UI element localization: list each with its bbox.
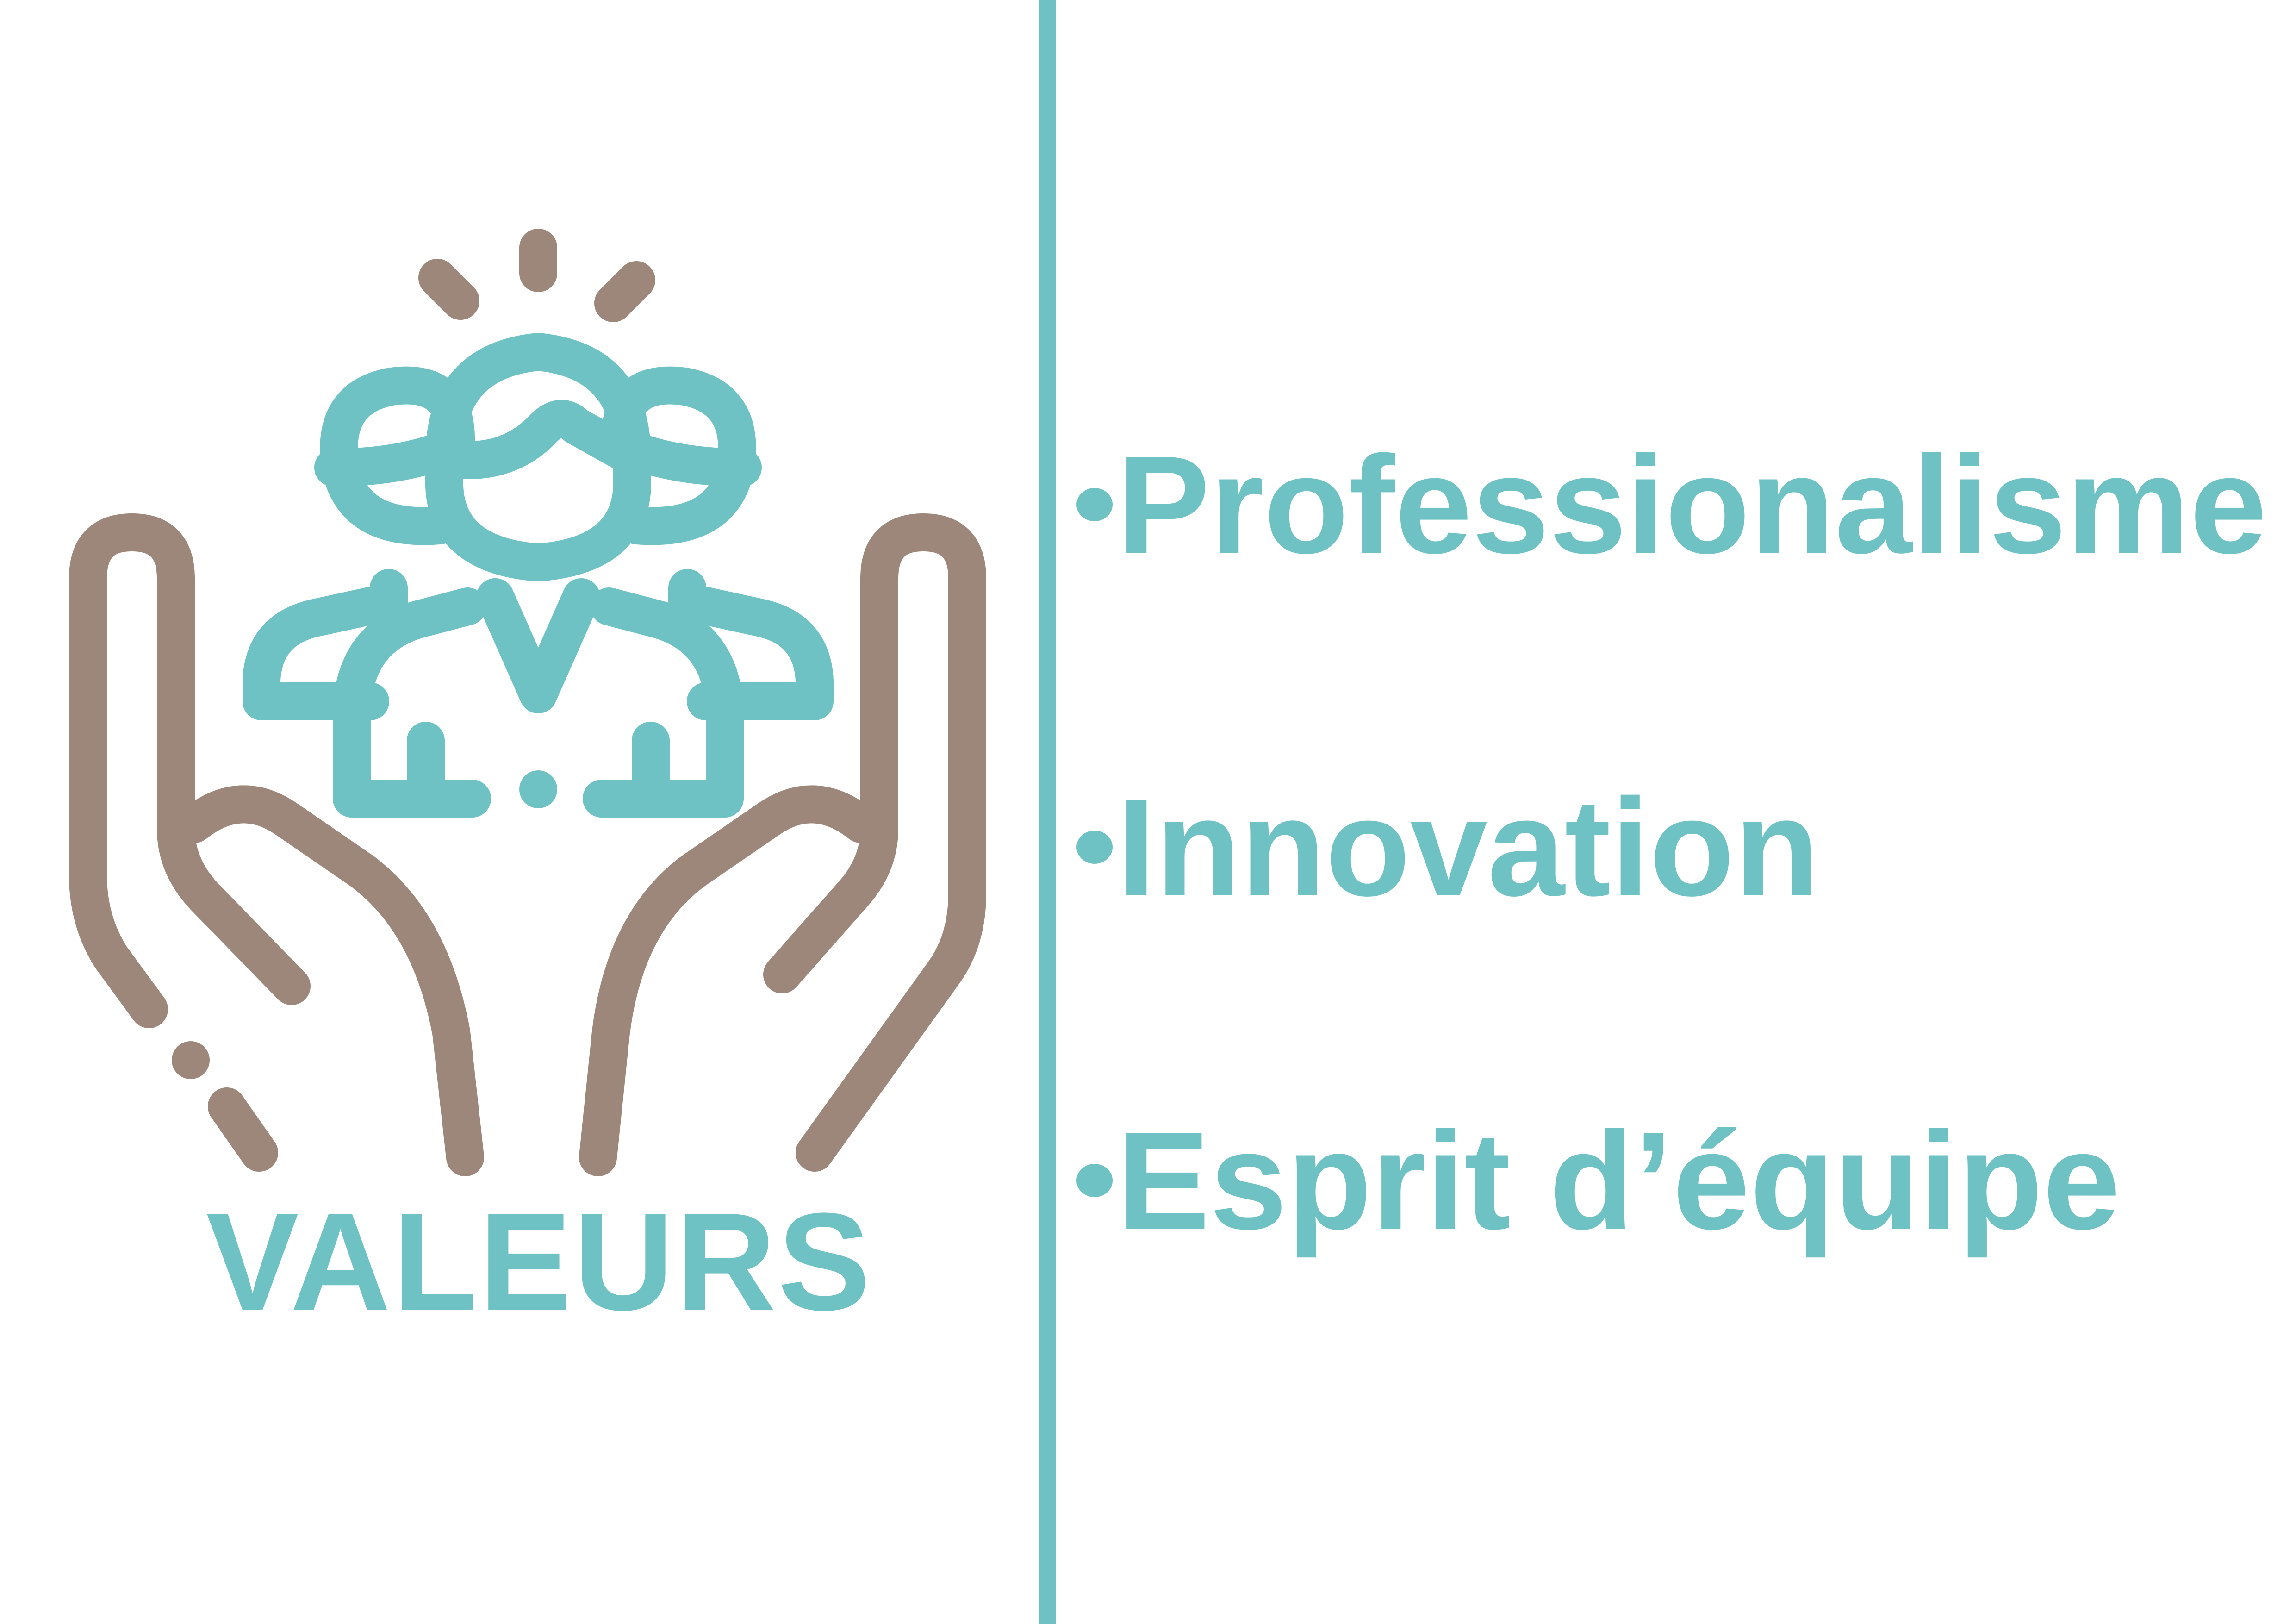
ray-left: [418, 259, 479, 320]
right-person-body: [668, 569, 834, 720]
center-person-collar: [476, 578, 600, 713]
value-item-innovation: Innovation: [1074, 778, 1819, 917]
bullet-icon: [1076, 1164, 1113, 1197]
left-person-body: [243, 569, 408, 720]
left-hand: [69, 513, 484, 1176]
value-item-esprit-d-equipe: Esprit d’équipe: [1074, 1111, 2120, 1250]
vertical-divider: [1039, 0, 1056, 1624]
ray-right: [594, 261, 655, 322]
value-item-professionalisme: Professionalisme: [1074, 435, 2267, 574]
bullet-icon: [1076, 488, 1113, 521]
right-hand: [579, 513, 986, 1176]
center-person-arms: [407, 722, 670, 818]
value-label: Professionalisme: [1117, 427, 2267, 582]
valeurs-title: VALEURS: [206, 1184, 872, 1339]
center-person-hair: [428, 400, 653, 479]
left-hand-cuff: [208, 1087, 278, 1172]
values-list: Professionalisme Innovation Esprit d’équ…: [1074, 0, 2296, 1624]
value-label: Innovation: [1117, 769, 1819, 925]
bullet-icon: [1076, 831, 1113, 864]
values-illustration: [0, 0, 1046, 1250]
center-person-shoulders: [333, 587, 744, 818]
left-person-hair: [314, 432, 459, 487]
value-label: Esprit d’équipe: [1117, 1103, 2120, 1258]
